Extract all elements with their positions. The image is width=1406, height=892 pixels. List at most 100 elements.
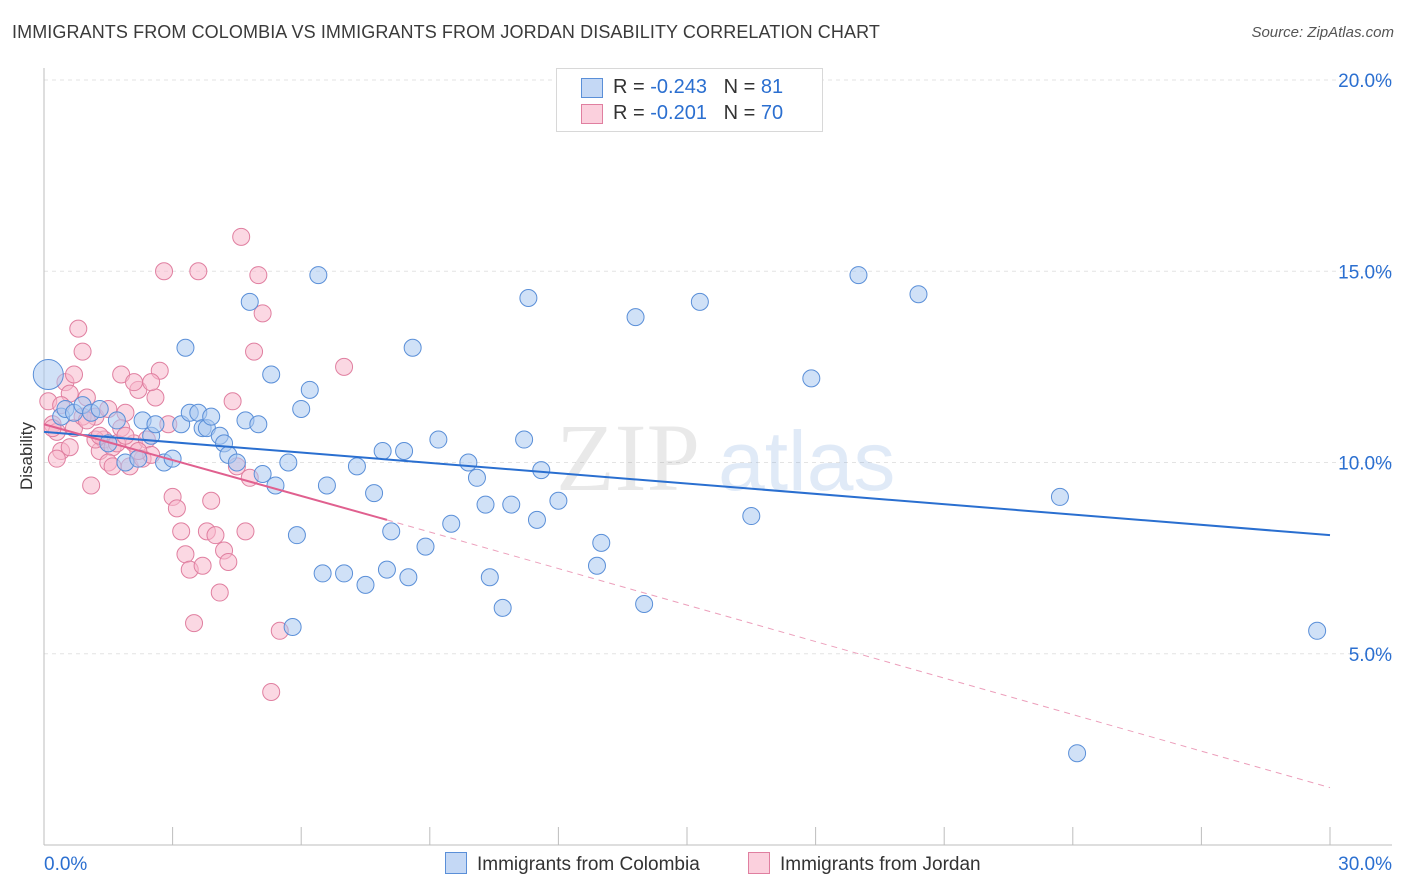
trend-line-colombia: [43, 430, 1331, 537]
point-colombia: [532, 461, 551, 480]
y-axis-label: Disability: [17, 421, 36, 490]
point-colombia: [335, 564, 354, 583]
series-colombia: [32, 266, 1327, 763]
point-colombia: [802, 369, 821, 388]
bottom-legend-label-jordan: Immigrants from Jordan: [780, 854, 981, 875]
point-colombia: [493, 598, 512, 617]
x-tick-label: 30.0%: [1338, 854, 1392, 875]
point-jordan: [210, 583, 229, 602]
point-colombia: [519, 289, 538, 308]
point-colombia: [909, 285, 928, 304]
point-colombia: [429, 430, 448, 449]
point-colombia: [283, 617, 302, 636]
series-jordan: [39, 227, 354, 701]
point-colombia: [309, 266, 328, 285]
point-colombia: [107, 411, 126, 430]
axes: [43, 68, 1392, 846]
point-colombia: [365, 484, 384, 503]
point-colombia: [287, 526, 306, 545]
trend-line-jordan-extension: [386, 519, 1331, 789]
gridlines: [44, 79, 1392, 655]
point-colombia: [635, 595, 654, 614]
point-colombia: [99, 434, 118, 453]
bottom-legend-swatch-jordan: [748, 852, 770, 874]
point-colombia: [227, 453, 246, 472]
bottom-legend-colombia: Immigrants from Colombia: [445, 852, 700, 876]
point-jordan: [82, 476, 101, 495]
point-jordan: [167, 499, 186, 518]
point-jordan: [245, 342, 264, 361]
point-jordan: [60, 438, 79, 457]
y-tick-label: 15.0%: [1338, 262, 1392, 283]
chart-source: Source: ZipAtlas.com: [1251, 24, 1394, 41]
point-colombia: [592, 533, 611, 552]
point-colombia: [32, 359, 64, 391]
point-colombia: [626, 308, 645, 327]
point-colombia: [549, 491, 568, 510]
point-colombia: [1050, 487, 1069, 506]
point-jordan: [223, 392, 242, 411]
point-colombia: [480, 568, 499, 587]
point-jordan: [146, 388, 165, 407]
legend-n-value: 81: [760, 76, 784, 98]
point-colombia: [240, 292, 259, 311]
point-colombia: [395, 442, 414, 461]
point-jordan: [206, 526, 225, 545]
y-tick-label: 5.0%: [1349, 645, 1392, 666]
point-jordan: [253, 304, 272, 323]
point-jordan: [335, 357, 354, 376]
bottom-legend-label-colombia: Immigrants from Colombia: [477, 854, 700, 875]
point-colombia: [347, 457, 366, 476]
point-jordan: [125, 373, 144, 392]
point-colombia: [317, 476, 336, 495]
point-colombia: [399, 568, 418, 587]
point-jordan: [249, 266, 268, 285]
point-colombia: [313, 564, 332, 583]
bottom-legend-jordan: Immigrants from Jordan: [748, 852, 981, 876]
point-jordan: [73, 342, 92, 361]
point-jordan: [176, 545, 195, 564]
legend-r-value: -0.243: [650, 76, 707, 98]
point-colombia: [502, 495, 521, 514]
point-jordan: [69, 319, 88, 338]
point-colombia: [587, 556, 606, 575]
trend-line-jordan: [43, 423, 388, 521]
point-colombia: [202, 407, 221, 426]
point-colombia: [377, 560, 396, 579]
point-colombia: [690, 292, 709, 311]
point-colombia: [476, 495, 495, 514]
point-jordan: [219, 552, 238, 571]
point-jordan: [202, 491, 221, 510]
point-colombia: [442, 514, 461, 533]
chart-title: IMMIGRANTS FROM COLOMBIA VS IMMIGRANTS F…: [12, 22, 880, 42]
point-jordan: [189, 262, 208, 281]
point-colombia: [742, 507, 761, 526]
point-jordan: [172, 522, 191, 541]
point-colombia: [467, 468, 486, 487]
point-colombia: [403, 338, 422, 357]
point-colombia: [416, 537, 435, 556]
point-jordan: [232, 227, 251, 246]
point-colombia: [515, 430, 534, 449]
point-colombia: [249, 415, 268, 434]
x-tick-label: 0.0%: [44, 854, 87, 875]
legend-swatch-jordan: [581, 104, 603, 124]
legend: R = -0.243 N = 81 R = -0.201 N = 70: [556, 68, 823, 132]
tick-labels: 5.0% 10.0% 15.0% 20.0% 0.0% 30.0%: [44, 71, 1392, 875]
point-jordan: [65, 365, 84, 384]
y-tick-label: 20.0%: [1338, 71, 1392, 92]
point-colombia: [279, 453, 298, 472]
legend-r-label: R =: [613, 102, 645, 124]
point-colombia: [262, 365, 281, 384]
point-colombia: [176, 338, 195, 357]
trend-lines: [43, 423, 1331, 789]
legend-n-label: N =: [723, 76, 756, 98]
point-colombia: [1068, 744, 1087, 763]
point-colombia: [90, 399, 109, 418]
point-colombia: [527, 510, 546, 529]
point-colombia: [146, 415, 165, 434]
point-jordan: [236, 522, 255, 541]
watermark-zip: ZIP: [556, 404, 700, 511]
point-jordan: [185, 614, 204, 633]
